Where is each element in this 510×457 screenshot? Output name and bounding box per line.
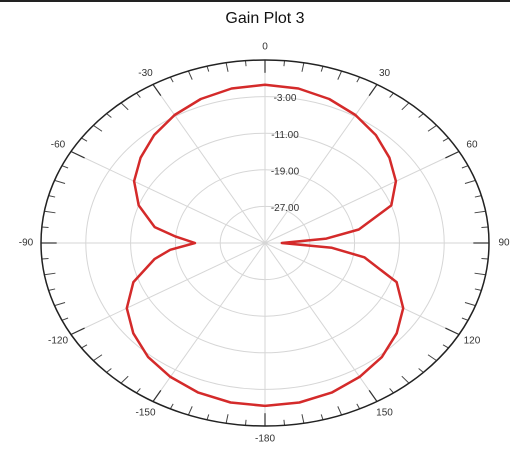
angle-label: -150: [135, 407, 155, 418]
angle-tick: [445, 150, 460, 159]
minor-tick: [225, 62, 229, 72]
minor-tick: [93, 354, 103, 362]
minor-tick: [474, 210, 486, 214]
angle-label: -120: [48, 336, 68, 347]
minor-tick: [464, 301, 476, 307]
minor-tick: [120, 102, 129, 111]
minor-tick: [356, 403, 361, 410]
angle-label: -30: [138, 68, 153, 79]
minor-tick: [337, 70, 343, 80]
minor-tick: [427, 124, 437, 132]
minor-tick: [461, 165, 469, 169]
minor-tick: [244, 419, 247, 426]
minor-tick: [401, 375, 410, 384]
grid-spoke: [264, 84, 378, 244]
minor-tick: [427, 354, 437, 362]
minor-tick: [225, 414, 229, 424]
angle-label: -90: [19, 238, 34, 249]
minor-tick: [120, 375, 129, 384]
minor-tick: [389, 92, 394, 98]
grid-spoke: [264, 151, 460, 244]
minor-tick: [206, 414, 210, 420]
angle-label: 150: [376, 407, 393, 418]
minor-tick: [61, 317, 69, 321]
angle-label: 60: [466, 140, 478, 151]
angle-tick: [152, 390, 162, 402]
minor-tick: [418, 113, 424, 118]
grid-spoke: [264, 242, 460, 335]
minor-tick: [301, 62, 305, 72]
minor-tick: [320, 66, 324, 72]
minor-tick: [136, 388, 141, 394]
minor-tick: [54, 179, 66, 185]
minor-tick: [106, 113, 112, 118]
minor-tick: [464, 179, 476, 185]
r-tick-label: -19.00: [271, 166, 300, 177]
chart-title: Gain Plot 3: [225, 10, 304, 27]
minor-tick: [48, 195, 56, 198]
angle-tick: [70, 150, 85, 159]
minor-tick: [474, 195, 482, 198]
minor-tick: [81, 137, 88, 142]
minor-tick: [283, 419, 286, 426]
angle-tick: [70, 327, 85, 336]
minor-tick: [81, 344, 88, 349]
outer-circle: [40, 59, 490, 427]
angle-tick: [152, 84, 162, 96]
minor-tick: [244, 60, 247, 67]
minor-tick: [106, 368, 112, 373]
angle-tick: [368, 390, 378, 402]
angle-label: 30: [379, 68, 391, 79]
minor-tick: [44, 210, 56, 214]
minor-tick: [206, 66, 210, 72]
minor-tick: [93, 124, 103, 132]
minor-tick: [187, 406, 193, 416]
r-tick-label: -11.00: [271, 130, 299, 141]
angle-label: 90: [498, 238, 510, 249]
minor-tick: [54, 301, 66, 307]
minor-tick: [283, 60, 286, 67]
grid-spoke: [152, 242, 266, 402]
minor-tick: [320, 414, 324, 420]
minor-tick: [136, 92, 141, 98]
minor-tick: [474, 272, 486, 276]
gain-curve: [125, 83, 405, 408]
minor-tick: [474, 288, 482, 291]
minor-tick: [169, 403, 174, 410]
angle-label: -60: [51, 140, 66, 151]
minor-tick: [418, 368, 424, 373]
grid-spoke: [70, 151, 266, 244]
minor-tick: [337, 406, 343, 416]
angle-label: -180: [255, 434, 275, 445]
angle-tick: [368, 84, 378, 96]
minor-tick: [401, 102, 410, 111]
minor-tick: [187, 70, 193, 80]
minor-tick: [301, 414, 305, 424]
minor-tick: [44, 272, 56, 276]
minor-tick: [442, 344, 449, 349]
minor-tick: [169, 76, 174, 83]
grid-spoke: [264, 242, 378, 402]
minor-tick: [48, 288, 56, 291]
minor-tick: [461, 317, 469, 321]
minor-tick: [389, 388, 394, 394]
angle-label: 0: [262, 42, 268, 53]
grid-spoke: [152, 84, 266, 244]
minor-tick: [356, 76, 361, 83]
r-tick-label: -27.00: [271, 203, 300, 214]
minor-tick: [61, 165, 69, 169]
r-tick-label: -3.00: [274, 93, 297, 104]
angle-tick: [445, 327, 460, 336]
grid-spoke: [70, 242, 266, 335]
minor-tick: [442, 137, 449, 142]
angle-label: 120: [464, 336, 481, 347]
